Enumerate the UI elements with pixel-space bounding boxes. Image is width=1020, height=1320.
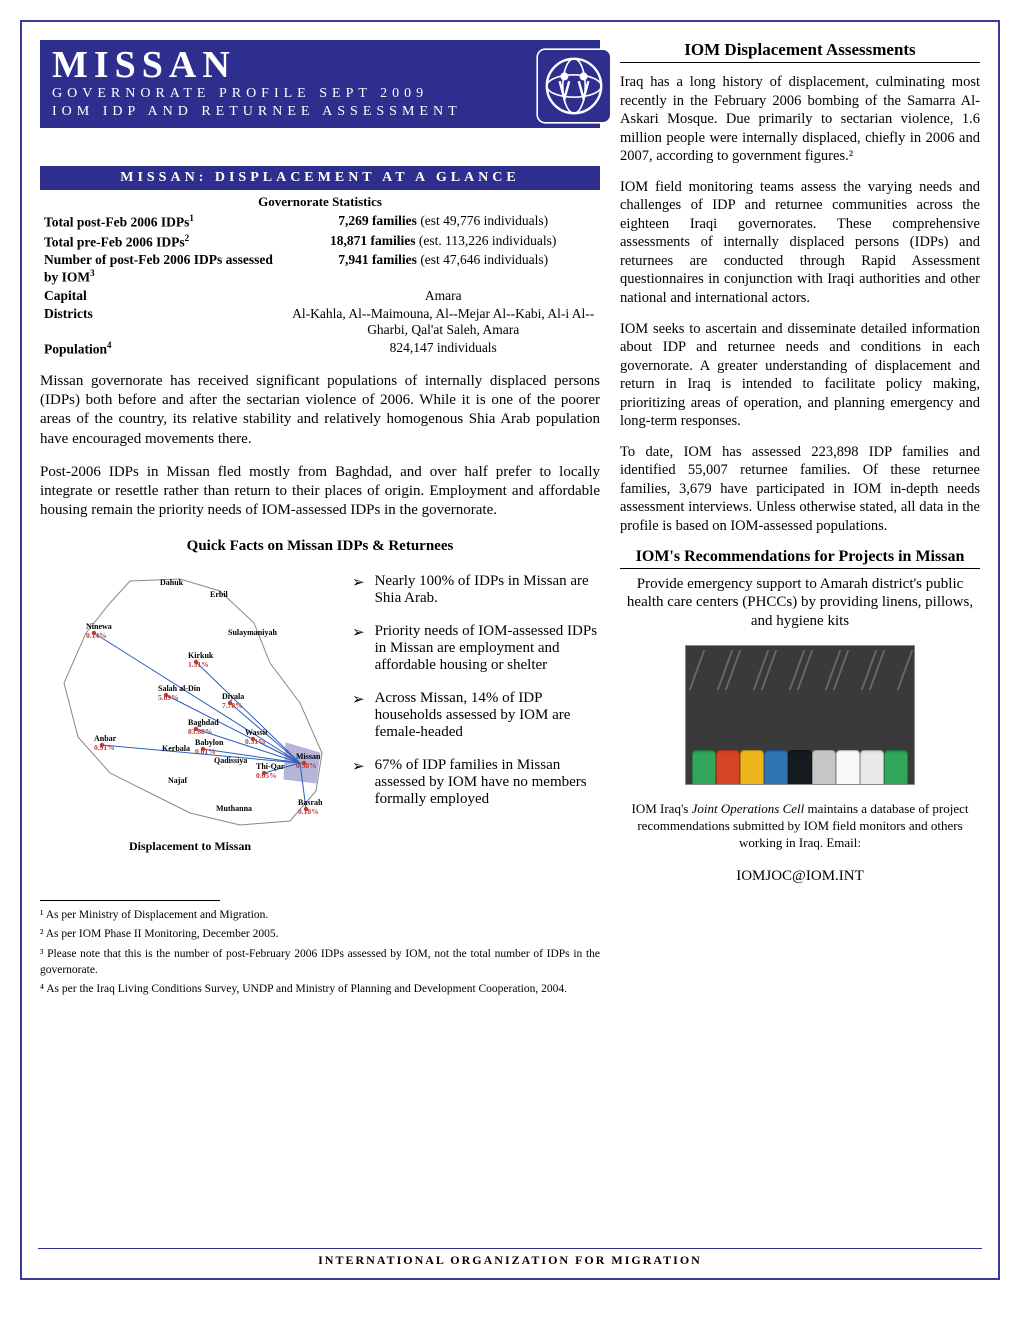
recommendations-footer: IOM Iraq's Joint Operations Cell maintai… [620,801,980,852]
svg-text:Qadissiya: Qadissiya [214,756,247,765]
fact-text: Across Missan, 14% of IDP households ass… [375,690,600,741]
svg-text:Anbar: Anbar [94,734,117,743]
svg-text:5.09%: 5.09% [158,693,179,702]
footer: INTERNATIONAL ORGANIZATION FOR MIGRATION [22,1248,998,1268]
bullet-arrow-icon: ➢ [352,757,365,808]
svg-text:Missan: Missan [296,752,321,761]
header-subtitle-2: IOM IDP AND RETURNEE ASSESSMENT [52,104,588,120]
fact-item: ➢Priority needs of IOM-assessed IDPs in … [352,623,600,674]
svg-text:Basrah: Basrah [298,798,323,807]
fact-text: 67% of IDP families in Missan assessed b… [375,757,600,808]
svg-text:Dahuk: Dahuk [160,578,184,587]
glance-bar: MISSAN: DISPLACEMENT AT A GLANCE [40,166,600,190]
quick-facts-title: Quick Facts on Missan IDPs & Returnees [40,538,600,555]
stats-value: Amara [286,287,600,305]
left-column: MISSAN GOVERNORATE PROFILE SEPT 2009 IOM… [40,40,600,1000]
svg-text:1.31%: 1.31% [188,660,209,669]
map-caption: Displacement to Missan [40,839,340,854]
stats-label: Number of post-Feb 2006 IDPs assessed by… [40,251,286,287]
stats-title: Governorate Statistics [40,194,600,210]
quick-facts-list: ➢ Nearly 100% of IDPs in Missan are Shia … [352,573,600,854]
stats-value: 7,269 families (est 49,776 individuals) [286,212,600,232]
stats-value: 18,871 families (est. 113,226 individual… [286,232,600,252]
svg-text:0.91%: 0.91% [94,743,115,752]
stats-label: Population4 [40,339,286,359]
bullet-arrow-icon: ➢ [352,690,365,741]
fact-item: ➢Across Missan, 14% of IDP households as… [352,690,600,741]
svg-text:Ninewa: Ninewa [86,622,112,631]
sidebar-p4: To date, IOM has assessed 223,898 IDP fa… [620,443,980,536]
svg-text:Sulaymaniyah: Sulaymaniyah [228,628,277,637]
footer-line [38,1248,982,1249]
right-column: IOM Displacement Assessments Iraq has a … [620,40,980,1000]
stats-label: Total pre-Feb 2006 IDPs2 [40,232,286,252]
fact-item: ➢ Nearly 100% of IDPs in Missan are Shia … [352,573,600,607]
svg-text:Baghdad: Baghdad [188,718,219,727]
svg-text:0.05%: 0.05% [256,771,277,780]
svg-text:0.18%: 0.18% [298,807,319,816]
stats-label: Capital [40,287,286,305]
svg-text:Thi-Qar: Thi-Qar [256,762,285,771]
footer-text: INTERNATIONAL ORGANIZATION FOR MIGRATION [318,1253,702,1267]
recommendations-body: Provide emergency support to Amarah dist… [620,575,980,631]
header-subtitle-1: GOVERNORATE PROFILE SEPT 2009 [52,86,588,102]
footnote: ² As per IOM Phase II Monitoring, Decemb… [40,926,600,942]
sidebar-title: IOM Displacement Assessments [620,40,980,63]
svg-text:0.01%: 0.01% [195,747,216,756]
stats-value: 7,941 families (est 47,646 individuals) [286,251,600,287]
svg-text:Kirkuk: Kirkuk [188,651,214,660]
map-wrapper: Dahuk Erbil Ninewa0.14% Sulaymaniyah Kirkuk1… [40,573,340,854]
svg-text:0.58%: 0.58% [296,761,317,770]
svg-text:Salah al-Din: Salah al-Din [158,684,201,693]
fact-item: ➢67% of IDP families in Missan assessed … [352,757,600,808]
recommendations-title: IOM's Recommendations for Projects in Mi… [620,548,980,569]
svg-text:Babylon: Babylon [195,738,224,747]
rec-footer-italic: Joint Operations Cell [692,801,805,816]
footnotes: ¹ As per Ministry of Displacement and Mi… [40,900,600,996]
svg-text:0.31%: 0.31% [245,737,266,746]
svg-text:Erbil: Erbil [210,590,229,599]
footnote: ¹ As per Ministry of Displacement and Mi… [40,907,600,923]
svg-text:Kerbala: Kerbala [162,744,190,753]
two-column-layout: MISSAN GOVERNORATE PROFILE SEPT 2009 IOM… [40,40,980,1000]
svg-text:Najaf: Najaf [168,776,187,785]
svg-text:7.78%: 7.78% [222,701,243,710]
svg-text:Wassit: Wassit [245,728,268,737]
fact-text: Priority needs of IOM-assessed IDPs in M… [375,623,600,674]
stats-table: Total post-Feb 2006 IDPs17,269 families … [40,212,600,358]
sidebar-p1: Iraq has a long history of displacement,… [620,73,980,166]
sidebar-p3: IOM seeks to ascertain and disseminate d… [620,320,980,431]
stats-value: Al-Kahla, Al--Maimouna, Al--Mejar Al--Ka… [286,305,600,339]
svg-text:Muthanna: Muthanna [216,804,252,813]
header-block: MISSAN GOVERNORATE PROFILE SEPT 2009 IOM… [40,40,600,128]
rec-footer-pre: IOM Iraq's [631,801,691,816]
svg-text:Diyala: Diyala [222,692,244,701]
page-title: MISSAN [52,46,588,84]
bullet-arrow-icon: ➢ [352,623,365,674]
stats-label: Districts [40,305,286,339]
contact-email: IOMJOC@IOM.INT [620,868,980,885]
iom-logo-icon [534,46,614,126]
stats-label: Total post-Feb 2006 IDPs1 [40,212,286,232]
sidebar-p2: IOM field monitoring teams assess the va… [620,178,980,308]
stats-value: 824,147 individuals [286,339,600,359]
supplies-photo [685,645,915,785]
footnote-rule [40,900,220,901]
bullet-arrow-icon: ➢ [352,573,365,607]
page: MISSAN GOVERNORATE PROFILE SEPT 2009 IOM… [20,20,1000,1280]
fact-text: Nearly 100% of IDPs in Missan are Shia A… [375,573,600,607]
footnote: ³ Please note that this is the number of… [40,946,600,978]
iraq-map: Dahuk Erbil Ninewa0.14% Sulaymaniyah Kirkuk1… [40,573,340,833]
svg-text:0.14%: 0.14% [86,631,107,640]
svg-text:83.68%: 83.68% [188,727,212,736]
intro-paragraph-2: Post-2006 IDPs in Missan fled mostly fro… [40,463,600,521]
footnote: ⁴ As per the Iraq Living Conditions Surv… [40,981,600,997]
intro-paragraph-1: Missan governorate has received signific… [40,372,600,449]
quick-facts-row: Dahuk Erbil Ninewa0.14% Sulaymaniyah Kirkuk1… [40,573,600,854]
